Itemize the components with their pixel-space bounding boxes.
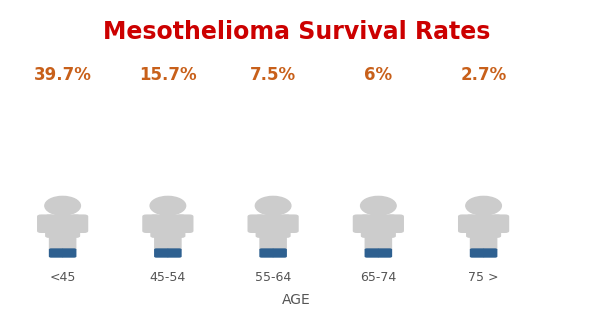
FancyBboxPatch shape	[483, 248, 498, 258]
FancyBboxPatch shape	[458, 215, 476, 233]
FancyBboxPatch shape	[272, 248, 287, 258]
Text: Mesothelioma Survival Rates: Mesothelioma Survival Rates	[103, 20, 490, 44]
FancyBboxPatch shape	[71, 215, 88, 233]
FancyBboxPatch shape	[167, 248, 181, 258]
FancyBboxPatch shape	[37, 215, 55, 233]
Text: 39.7%: 39.7%	[34, 66, 91, 84]
FancyBboxPatch shape	[62, 235, 76, 251]
FancyBboxPatch shape	[492, 215, 509, 233]
Text: 45-54: 45-54	[150, 271, 186, 284]
FancyBboxPatch shape	[259, 248, 275, 258]
FancyBboxPatch shape	[281, 215, 299, 233]
Circle shape	[466, 197, 501, 215]
Text: 55-64: 55-64	[255, 271, 291, 284]
Text: 7.5%: 7.5%	[250, 66, 296, 84]
FancyBboxPatch shape	[365, 235, 380, 251]
FancyBboxPatch shape	[256, 215, 291, 238]
FancyBboxPatch shape	[176, 215, 193, 233]
FancyBboxPatch shape	[470, 248, 484, 258]
Circle shape	[361, 197, 396, 215]
Text: 2.7%: 2.7%	[461, 66, 506, 84]
Text: 65-74: 65-74	[360, 271, 397, 284]
FancyBboxPatch shape	[466, 215, 501, 238]
FancyBboxPatch shape	[49, 248, 64, 258]
FancyBboxPatch shape	[365, 248, 380, 258]
FancyBboxPatch shape	[151, 215, 186, 238]
FancyBboxPatch shape	[483, 235, 498, 251]
FancyBboxPatch shape	[167, 235, 181, 251]
Text: 75 >: 75 >	[468, 271, 499, 284]
FancyBboxPatch shape	[62, 248, 76, 258]
FancyBboxPatch shape	[142, 215, 160, 233]
FancyBboxPatch shape	[387, 215, 404, 233]
FancyBboxPatch shape	[377, 235, 392, 251]
FancyBboxPatch shape	[353, 215, 370, 233]
FancyBboxPatch shape	[154, 235, 169, 251]
Text: 6%: 6%	[364, 66, 393, 84]
FancyBboxPatch shape	[470, 235, 484, 251]
FancyBboxPatch shape	[247, 215, 265, 233]
Circle shape	[45, 197, 81, 215]
FancyBboxPatch shape	[49, 235, 64, 251]
Circle shape	[256, 197, 291, 215]
Text: 15.7%: 15.7%	[139, 66, 197, 84]
FancyBboxPatch shape	[272, 235, 287, 251]
FancyBboxPatch shape	[259, 235, 275, 251]
FancyBboxPatch shape	[361, 215, 396, 238]
Text: <45: <45	[49, 271, 76, 284]
FancyBboxPatch shape	[45, 215, 80, 238]
FancyBboxPatch shape	[154, 248, 169, 258]
Circle shape	[150, 197, 186, 215]
FancyBboxPatch shape	[377, 248, 392, 258]
Text: AGE: AGE	[282, 293, 311, 307]
